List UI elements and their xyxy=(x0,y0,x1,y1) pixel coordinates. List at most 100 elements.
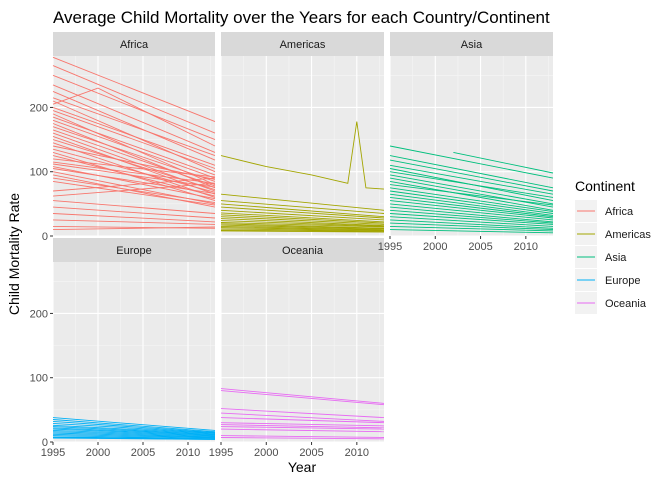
series-line-europe xyxy=(52,427,216,436)
series-line-europe xyxy=(52,433,216,439)
series-line-africa xyxy=(52,87,216,147)
series-line-asia xyxy=(389,155,554,189)
series-line-europe xyxy=(52,429,216,437)
series-line-africa xyxy=(52,219,216,225)
series-line-africa xyxy=(52,163,216,188)
strip-americas xyxy=(221,32,384,56)
facet-panels: Africa Americas Asia Europe Oceania xyxy=(52,32,554,443)
series-line-africa xyxy=(52,200,216,214)
strip-label: Americas xyxy=(280,39,326,51)
series-line-africa xyxy=(52,116,216,176)
series-line-africa xyxy=(52,110,216,169)
series-line-americas xyxy=(220,218,385,227)
x-tick-label: 2000 xyxy=(254,447,278,459)
series-line-americas xyxy=(220,225,385,231)
strip-oceania xyxy=(221,238,384,262)
series-line-oceania xyxy=(220,390,385,406)
series-line-americas xyxy=(220,212,385,223)
series-line-asia xyxy=(389,213,554,225)
series-line-africa xyxy=(52,168,216,195)
chart-title: Average Child Mortality over the Years f… xyxy=(53,8,550,27)
series-line-africa xyxy=(52,106,216,166)
legend-item-europe: Europe xyxy=(575,269,640,291)
series-line-americas xyxy=(220,223,385,229)
x-tick-label: 2000 xyxy=(423,241,447,253)
series-line-americas xyxy=(220,209,385,221)
series-line-americas xyxy=(220,224,385,230)
series-line-asia xyxy=(389,222,554,231)
series-line-africa xyxy=(52,119,216,179)
series-line-africa xyxy=(52,129,216,187)
series-line-africa xyxy=(52,182,216,197)
series-line-asia xyxy=(389,206,554,223)
strip-africa xyxy=(53,32,215,56)
series-line-oceania xyxy=(220,388,385,404)
legend-item-americas: Americas xyxy=(575,223,651,245)
series-line-asia xyxy=(389,216,554,227)
y-tick-label: 100 xyxy=(30,167,48,179)
legend-label: Oceania xyxy=(605,298,647,310)
panel-oceania: Oceania xyxy=(220,238,385,443)
series-line-oceania xyxy=(220,424,385,429)
strip-label: Africa xyxy=(120,39,149,51)
panel-africa: Africa xyxy=(52,32,216,237)
series-line-americas xyxy=(220,193,385,211)
series-line-africa xyxy=(52,135,216,195)
series-line-asia xyxy=(389,225,554,232)
series-line-africa xyxy=(52,226,216,231)
series-line-africa xyxy=(52,56,216,123)
series-line-americas xyxy=(220,200,385,214)
series-line-asia xyxy=(389,229,554,234)
y-tick-label: 0 xyxy=(42,231,48,243)
series-line-asia xyxy=(389,177,554,208)
series-line-africa xyxy=(52,180,216,206)
series-line-americas xyxy=(220,121,385,190)
legend-label: Africa xyxy=(605,206,634,218)
x-tick-label: 1995 xyxy=(41,447,65,459)
series-line-oceania xyxy=(220,437,385,440)
series-line-europe xyxy=(52,420,216,433)
series-line-asia xyxy=(389,193,554,216)
series-line-africa xyxy=(52,174,216,208)
series-line-oceania xyxy=(220,412,385,422)
series-line-africa xyxy=(52,97,216,157)
panel-europe: Europe xyxy=(52,238,216,443)
strip-europe xyxy=(53,238,215,262)
panel-americas: Americas xyxy=(220,32,385,237)
panel-background xyxy=(53,262,215,442)
series-line-oceania xyxy=(220,408,385,419)
series-line-europe xyxy=(52,432,216,438)
x-tick-label: 2010 xyxy=(176,447,200,459)
legend-label: Americas xyxy=(605,229,651,241)
series-line-africa xyxy=(52,90,216,161)
series-line-asia xyxy=(389,200,554,219)
series-line-europe xyxy=(52,431,216,438)
legend-item-africa: Africa xyxy=(575,200,634,222)
series-line-africa xyxy=(52,139,216,191)
series-line-africa xyxy=(52,206,216,219)
series-line-asia xyxy=(389,174,554,205)
series-line-americas xyxy=(220,229,385,232)
series-line-africa xyxy=(52,166,216,200)
series-line-americas xyxy=(220,227,385,231)
x-tick-label: 2010 xyxy=(514,241,538,253)
series-line-europe xyxy=(52,437,216,440)
series-line-asia xyxy=(389,219,554,229)
series-line-europe xyxy=(52,422,216,434)
x-tick-label: 1995 xyxy=(378,241,402,253)
series-line-africa xyxy=(52,123,216,189)
y-axis-label: Child Mortality Rate xyxy=(6,193,22,315)
x-tick-label: 2005 xyxy=(131,447,155,459)
series-line-oceania xyxy=(220,426,385,430)
series-line-africa xyxy=(52,74,216,141)
series-line-asia xyxy=(389,187,554,213)
panel-background xyxy=(221,262,384,442)
series-line-africa xyxy=(52,161,216,184)
series-line-americas xyxy=(220,222,385,228)
x-tick-label: 2010 xyxy=(345,447,369,459)
x-tick-label: 1995 xyxy=(209,447,233,459)
series-line-africa xyxy=(52,65,216,134)
series-line-asia xyxy=(453,151,554,174)
series-line-asia xyxy=(389,159,554,192)
series-line-africa xyxy=(52,213,216,223)
